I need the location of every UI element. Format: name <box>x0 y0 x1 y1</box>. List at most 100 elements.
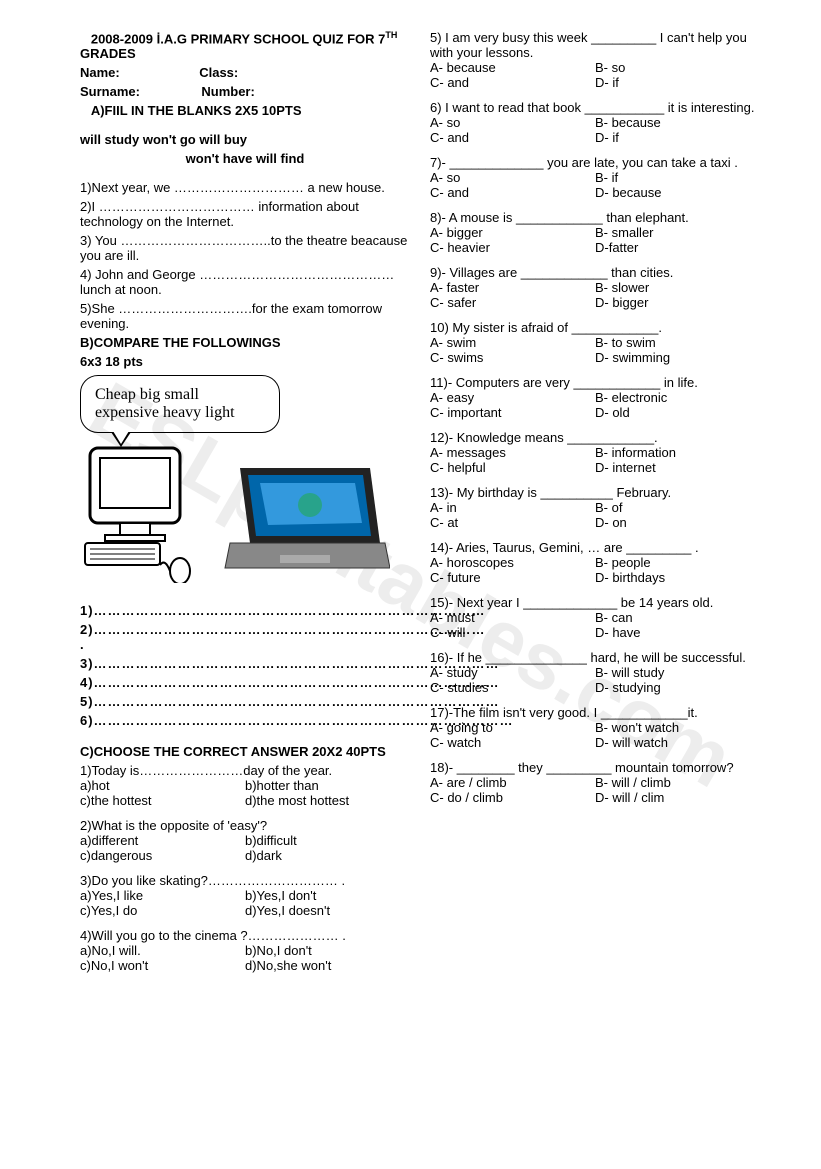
c-q10-stem: 10) My sister is afraid of ____________. <box>430 320 760 335</box>
c-q1: 1)Today is……………………day of the year. a)hot… <box>80 763 410 808</box>
c-q7-stem: 7)- _____________ you are late, you can … <box>430 155 760 170</box>
c-q11-d: D- old <box>595 405 760 420</box>
c-q15-c: C- will <box>430 625 595 640</box>
a-q1: 1)Next year, we ………………………… a new house. <box>80 180 410 195</box>
title-end: GRADES <box>80 46 136 61</box>
word-bank-2: won't have will find <box>80 151 410 166</box>
c-q7-b: B- if <box>595 170 760 185</box>
c-q3-stem: 3)Do you like skating?………………………… . <box>80 873 410 888</box>
c-q14-c: C- future <box>430 570 595 585</box>
c-q13: 13)- My birthday is __________ February.… <box>430 485 760 530</box>
c-q6-stem: 6) I want to read that book ___________ … <box>430 100 760 115</box>
c-q15-d: D- have <box>595 625 760 640</box>
c-q13-b: B- of <box>595 500 760 515</box>
c-q11-a: A- easy <box>430 390 595 405</box>
section-a-heading-text: A)FIIL IN THE BLANKS 2X5 10PTS <box>91 103 302 118</box>
b-blank-5: 5)…………………………………………………………………………… <box>80 694 410 709</box>
c-q13-a: A- in <box>430 500 595 515</box>
c-q5-stem: 5) I am very busy this week _________ I … <box>430 30 760 60</box>
b-blank-4: 4)…………………………………………………………………………… <box>80 675 410 690</box>
c-q12-b: B- information <box>595 445 760 460</box>
c-q12: 12)- Knowledge means ____________.A- mes… <box>430 430 760 475</box>
c-q10-d: D- swimming <box>595 350 760 365</box>
c-q18-d: D- will / clim <box>595 790 760 805</box>
c-q9-a: A- faster <box>430 280 595 295</box>
c-q8-b: B- smaller <box>595 225 760 240</box>
b-blank-2: 2)………………………………………………………………………… . <box>80 622 410 652</box>
c-q16: 16)- If he ______________ hard, he will … <box>430 650 760 695</box>
c-q1-stem: 1)Today is……………………day of the year. <box>80 763 410 778</box>
c-q17-d: D- will watch <box>595 735 760 750</box>
c-q15-a: A- must <box>430 610 595 625</box>
c-q14-stem: 14)- Aries, Taurus, Gemini, … are ______… <box>430 540 760 555</box>
a-q5: 5)She ………………………….for the exam tomorrow e… <box>80 301 410 331</box>
c-q4-c: c)No,I won't <box>80 958 245 973</box>
name-row: Name: Class: <box>80 65 410 80</box>
c-q1-b: b)hotter than <box>245 778 410 793</box>
c-q18-c: C- do / climb <box>430 790 595 805</box>
section-c-heading: C)CHOOSE THE CORRECT ANSWER 20X2 40PTS <box>80 744 410 759</box>
c-q6-b: B- because <box>595 115 760 130</box>
section-b-heading: B)COMPARE THE FOLLOWINGS <box>80 335 410 350</box>
c-q8-a: A- bigger <box>430 225 595 240</box>
section-b-points: 6x3 18 pts <box>80 354 410 369</box>
box-line-1: Cheap big small <box>95 386 265 404</box>
c-q17-stem: 17)-The film isn't very good. I ________… <box>430 705 760 720</box>
c-q17-a: A- going to <box>430 720 595 735</box>
c-q18-b: B- will / climb <box>595 775 760 790</box>
laptop-icon <box>220 463 390 583</box>
c-q17: 17)-The film isn't very good. I ________… <box>430 705 760 750</box>
c-q13-d: D- on <box>595 515 760 530</box>
c-q4-b: b)No,I don't <box>245 943 410 958</box>
c-q3-c: c)Yes,I do <box>80 903 245 918</box>
c-q7: 7)- _____________ you are late, you can … <box>430 155 760 200</box>
c-q15-b: B- can <box>595 610 760 625</box>
c-q8-d: D-fatter <box>595 240 760 255</box>
c-q9-stem: 9)- Villages are ____________ than citie… <box>430 265 760 280</box>
c-q11-c: C- important <box>430 405 595 420</box>
number-label: Number: <box>201 84 254 99</box>
c-q6-d: D- if <box>595 130 760 145</box>
c-q14-d: D- birthdays <box>595 570 760 585</box>
c-q14-a: A- horoscopes <box>430 555 595 570</box>
b-blank-6: 6)……………………………………………………………………………… <box>80 713 410 728</box>
c-q4-a: a)No,I will. <box>80 943 245 958</box>
c-q15-stem: 15)- Next year I _____________ be 14 yea… <box>430 595 760 610</box>
c-q2-b: b)difficult <box>245 833 410 848</box>
c-q5-a: A- because <box>430 60 595 75</box>
right-column: 5) I am very busy this week _________ I … <box>430 30 760 983</box>
b-blank-3: 3)…………………………………………………………………………… <box>80 656 410 671</box>
word-bank-1: will study won't go will buy <box>80 132 410 147</box>
c-q6-a: A- so <box>430 115 595 130</box>
c-q5: 5) I am very busy this week _________ I … <box>430 30 760 90</box>
c-q16-d: D- studying <box>595 680 760 695</box>
c-q12-a: A- messages <box>430 445 595 460</box>
c-q8-stem: 8)- A mouse is ____________ than elephan… <box>430 210 760 225</box>
a-q3: 3) You ……………………………..to the theatre beaca… <box>80 233 410 263</box>
c-q4-d: d)No,she won't <box>245 958 410 973</box>
c-q9-b: B- slower <box>595 280 760 295</box>
c-q2: 2)What is the opposite of 'easy'? a)diff… <box>80 818 410 863</box>
c-q12-stem: 12)- Knowledge means ____________. <box>430 430 760 445</box>
title-sup: TH <box>385 30 397 40</box>
c-q13-c: C- at <box>430 515 595 530</box>
quiz-title: 2008-2009 İ.A.G PRIMARY SCHOOL QUIZ FOR … <box>80 30 410 61</box>
left-column: 2008-2009 İ.A.G PRIMARY SCHOOL QUIZ FOR … <box>80 30 410 983</box>
c-q6-c: C- and <box>430 130 595 145</box>
c-q12-d: D- internet <box>595 460 760 475</box>
c-q18: 18)- ________ they _________ mountain to… <box>430 760 760 805</box>
c-q1-c: c)the hottest <box>80 793 245 808</box>
c-q2-a: a)different <box>80 833 245 848</box>
c-q3: 3)Do you like skating?………………………… . a)Yes… <box>80 873 410 918</box>
name-label: Name: <box>80 65 120 80</box>
class-label: Class: <box>199 65 238 80</box>
c-q10: 10) My sister is afraid of ____________.… <box>430 320 760 365</box>
c-q8: 8)- A mouse is ____________ than elephan… <box>430 210 760 255</box>
c-q18-stem: 18)- ________ they _________ mountain to… <box>430 760 760 775</box>
c-q2-c: c)dangerous <box>80 848 245 863</box>
c-q16-b: B- will study <box>595 665 760 680</box>
title-text: 2008-2009 İ.A.G PRIMARY SCHOOL QUIZ FOR … <box>91 31 386 46</box>
c-q3-b: b)Yes,I don't <box>245 888 410 903</box>
c-q9-c: C- safer <box>430 295 595 310</box>
a-q4: 4) John and George ………………………………………lunch … <box>80 267 410 297</box>
